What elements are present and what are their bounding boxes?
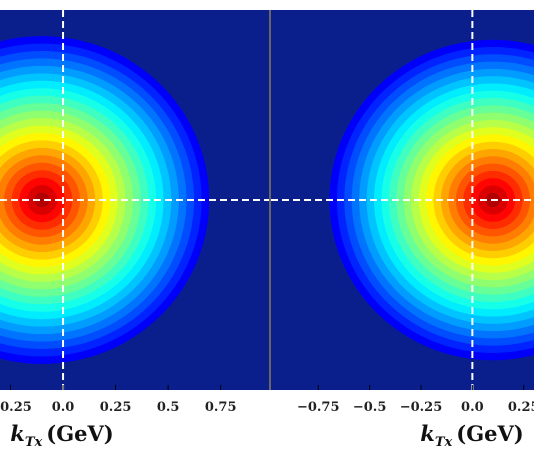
right-x-tick-label: −0.5 xyxy=(353,400,387,415)
right-xlabel-main: k xyxy=(420,421,435,446)
left-x-tick-label: 0.25 xyxy=(100,400,132,415)
left-xlabel-main: k xyxy=(10,421,25,446)
left-x-tick-label: 0.75 xyxy=(205,400,237,415)
right-xlabel-sub: Tx xyxy=(435,435,453,450)
right-x-tick-label: −0.75 xyxy=(297,400,340,415)
left-x-tick-label: 0.0 xyxy=(52,400,75,415)
right-contour-levels xyxy=(329,39,534,361)
right-crosshair xyxy=(271,10,534,390)
left-xlabel-sub: Tx xyxy=(25,435,43,450)
left-x-tick-label: −0.25 xyxy=(0,400,32,415)
right-xlabel-unit: (GeV) xyxy=(456,421,523,446)
left-xlabel-unit: (GeV) xyxy=(46,421,113,446)
left-x-axis-label: kTx (GeV) xyxy=(10,421,113,450)
right-x-axis-label: kTx (GeV) xyxy=(420,421,523,450)
left-contour-level xyxy=(34,192,50,208)
left-x-tick-label: 0.5 xyxy=(157,400,180,415)
right-x-tick-label: 0.0 xyxy=(461,400,484,415)
right-x-ticks: −0.75 −0.5 −0.25 0.0 0.25 xyxy=(297,385,534,415)
left-crosshair xyxy=(0,10,269,390)
right-contour-panel: −0.75 −0.5 −0.25 0.0 0.25 kTx(GeV) xyxy=(271,10,534,450)
right-x-tick-label: 0.25 xyxy=(508,400,534,415)
right-x-tick-label: −0.25 xyxy=(400,400,443,415)
left-contour-panel: −0.25 0.0 0.25 0.5 0.75 kTx(GeV) xyxy=(0,10,269,450)
left-contour-levels xyxy=(0,36,210,364)
left-x-ticks: −0.25 0.0 0.25 0.5 0.75 xyxy=(0,385,237,415)
